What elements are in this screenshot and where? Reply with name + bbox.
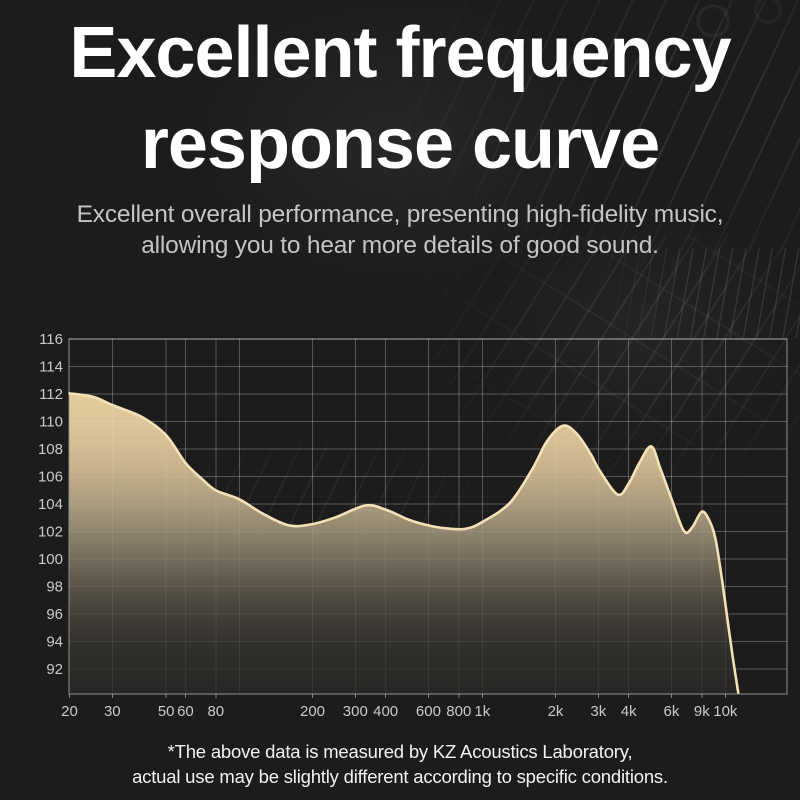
background-glow [110,0,690,340]
x-tick-label: 1k [474,703,490,720]
page-subtitle-line-2: allowing you to hear more details of goo… [141,231,659,259]
x-tick-label: 200 [300,703,325,720]
background-glow [420,160,800,500]
x-tick-label: 50 [158,703,175,720]
x-tick-label: 9k [694,703,710,720]
y-tick-label: 110 [39,414,63,431]
y-tick-label: 100 [38,551,63,568]
y-tick-label: 116 [39,331,63,348]
guitar-strings-texture [400,0,800,280]
y-tick-label: 102 [38,524,63,541]
guitar-strings-texture [420,235,800,480]
axis-ticks [69,694,726,698]
disclaimer-line-2: actual use may be slightly different acc… [132,765,668,787]
page-subtitle: Excellent overall performance, presentin… [0,200,800,261]
x-tick-label: 2k [548,703,564,720]
plot-border [68,338,788,695]
grid-over [69,338,787,694]
y-tick-label: 104 [38,496,63,513]
guitar-neck-texture [600,248,800,338]
bokeh-highlight [754,0,782,24]
page-title: Excellent frequency response curve [0,8,800,191]
disclaimer: *The above data is measured by KZ Acoust… [0,740,800,790]
y-tick-label: 96 [46,606,63,623]
page-title-line-1: Excellent frequency [69,13,731,93]
x-tick-label: 400 [373,703,398,720]
y-tick-label: 94 [46,634,63,651]
x-tick-label: 800 [446,703,471,720]
x-tick-label: 60 [177,703,194,720]
y-tick-label: 106 [38,469,63,486]
x-axis-labels: 20 30 50 60 80 200 300 400 600 800 1k 2k 3k 4k 6k 9k 10k [61,703,738,720]
page-subtitle-line-1: Excellent overall performance, presentin… [76,200,724,228]
x-tick-label: 3k [590,703,606,720]
x-tick-label: 300 [343,703,368,720]
y-tick-label: 108 [38,441,63,458]
x-tick-label: 4k [621,703,637,720]
x-tick-label: 10k [713,703,738,720]
x-tick-label: 6k [664,703,680,720]
y-tick-label: 98 [46,579,63,596]
bokeh-highlight [696,4,730,38]
x-tick-label: 30 [104,703,121,720]
x-tick-label: 600 [416,703,441,720]
y-tick-label: 112 [39,386,63,403]
header: Excellent frequency response curve Excel… [0,8,800,261]
page-title-line-2: response curve [140,104,660,185]
x-tick-label: 80 [207,703,224,720]
disclaimer-line-1: *The above data is measured by KZ Acoust… [167,741,633,762]
x-tick-label: 20 [61,703,78,720]
y-tick-label: 114 [39,359,63,376]
y-tick-label: 92 [46,661,63,678]
response-curve [68,392,740,694]
y-axis-labels: 92 94 96 98 100 102 104 106 108 110 112 114 116 [38,331,63,678]
response-area-fill [69,393,739,694]
